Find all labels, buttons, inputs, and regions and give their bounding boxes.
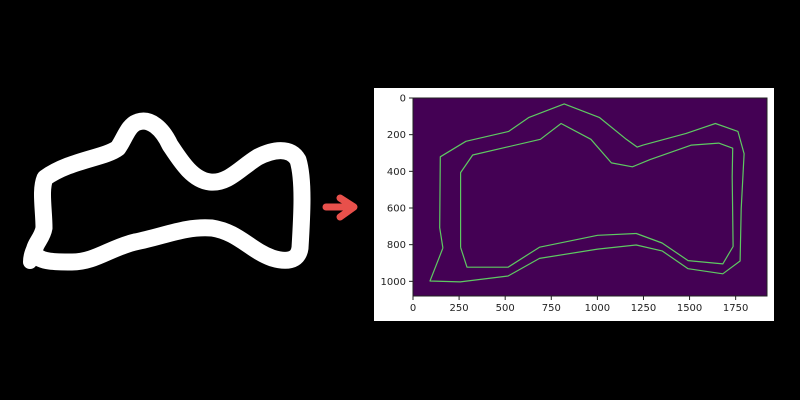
x-tick-label: 750 bbox=[542, 303, 561, 314]
x-axis-ticks: 0 250 500 750 1000 1250 1500 1750 bbox=[410, 296, 748, 314]
x-tick-label: 250 bbox=[450, 303, 469, 314]
contour-plot-figure: 0 250 500 750 1000 1250 1500 1750 0 200 400 600 800… bbox=[374, 88, 774, 321]
x-tick-label: 1250 bbox=[631, 303, 656, 314]
y-tick-label: 200 bbox=[387, 130, 406, 141]
outer-contour-line bbox=[429, 103, 745, 283]
contour-layer bbox=[429, 103, 745, 283]
y-tick-label: 0 bbox=[400, 94, 406, 105]
x-tick-label: 500 bbox=[496, 303, 515, 314]
x-tick-label: 1500 bbox=[677, 303, 702, 314]
right-arrow-icon bbox=[322, 194, 358, 221]
sketch-tail-stroke bbox=[23, 225, 51, 269]
y-tick-label: 600 bbox=[387, 204, 406, 215]
hand-drawn-track-sketch bbox=[23, 112, 311, 271]
plot-axes-frame bbox=[412, 97, 768, 297]
sketch-outline-icon bbox=[26, 112, 311, 271]
y-axis-ticks: 0 200 400 600 800 1000 bbox=[381, 94, 413, 288]
y-tick-label: 1000 bbox=[381, 277, 406, 288]
y-tick-label: 800 bbox=[387, 240, 406, 251]
x-tick-label: 1750 bbox=[723, 303, 748, 314]
x-tick-label: 0 bbox=[410, 303, 416, 314]
inner-contour-line bbox=[460, 122, 734, 268]
x-tick-label: 1000 bbox=[585, 303, 610, 314]
y-tick-label: 400 bbox=[387, 167, 406, 178]
